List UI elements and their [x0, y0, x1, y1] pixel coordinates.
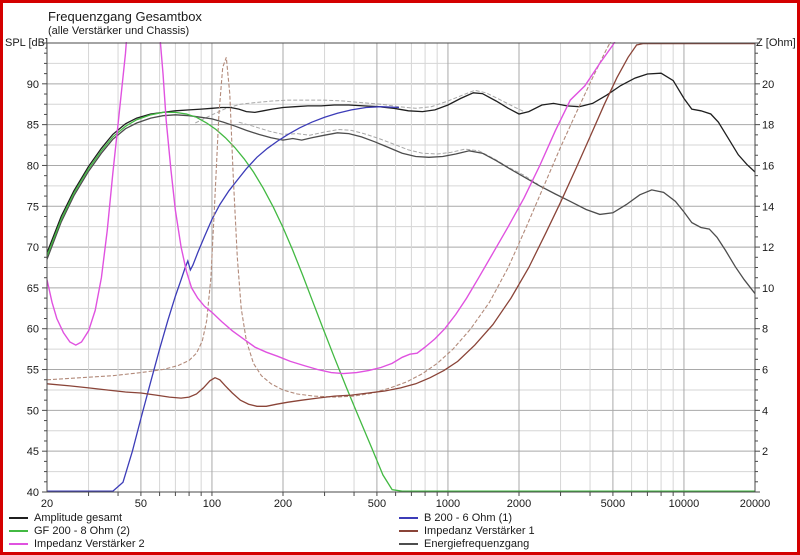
x-tick-label: 200 [274, 498, 292, 510]
legend-item: Energiefrequenzgang [399, 537, 535, 550]
legend-line-swatch [9, 529, 28, 532]
legend-column-2: B 200 - 6 Ohm (1) Impedanz Verstärker 1 En… [399, 511, 535, 550]
y-right-tick-label: 8 [762, 324, 768, 336]
legend-line-swatch [399, 529, 418, 532]
y-left-tick-label: 85 [27, 120, 39, 132]
series-gf200 [47, 111, 755, 492]
y-right-tick-label: 14 [762, 201, 774, 213]
y-right-tick-label: 18 [762, 120, 774, 132]
y-right-tick-label: 6 [762, 365, 768, 377]
series-amplitude-gesamt [47, 72, 755, 254]
gridlines [47, 43, 755, 492]
series-impedanz-dashed-companion [47, 42, 612, 398]
legend-item: Impedanz Verstärker 1 [399, 524, 535, 537]
y-left-tick-label: 40 [27, 487, 39, 499]
axis-tick-labels: 40 45 50 55 60 65 70 75 80 85 90 2 4 6 8 10 12 14 16 18 20 20… [27, 79, 775, 510]
chart-title: Frequenzgang Gesamtbox [48, 9, 202, 24]
legend-label: Energiefrequenzgang [424, 537, 530, 550]
y-left-tick-label: 70 [27, 242, 39, 254]
y-left-tick-label: 75 [27, 201, 39, 213]
x-tick-label: 50 [135, 498, 147, 510]
legend-line-swatch [9, 516, 28, 519]
series-impedanz-verstaerker-2 [47, 42, 616, 375]
y-right-tick-label: 12 [762, 242, 774, 254]
axis-ticks [42, 42, 760, 496]
x-tick-label: 500 [368, 498, 386, 510]
legend-item: Amplitude gesamt [9, 511, 145, 524]
y-right-tick-label: 20 [762, 79, 774, 91]
series-energiefrequenzgang [47, 114, 755, 294]
legend-line-swatch [399, 516, 418, 519]
series-group [47, 42, 755, 492]
x-tick-label: 2000 [507, 498, 531, 510]
y-left-tick-label: 90 [27, 79, 39, 91]
y-right-tick-label: 16 [762, 160, 774, 172]
y-right-tick-label: 10 [762, 283, 774, 295]
series-impedanz-verstaerker-1 [47, 42, 755, 407]
x-tick-label: 10000 [669, 498, 700, 510]
legend-label: B 200 - 6 Ohm (1) [424, 511, 513, 524]
x-tick-label: 20000 [740, 498, 771, 510]
legend-column-1: Amplitude gesamt GF 200 - 8 Ohm (2) Impeda… [9, 511, 145, 550]
legend-line-swatch [399, 542, 418, 545]
legend-line-swatch [9, 542, 28, 545]
series-b200 [47, 106, 400, 492]
legend-label: GF 200 - 8 Ohm (2) [34, 524, 130, 537]
series-amplitude-dashed-companion [195, 89, 525, 124]
chart-subtitle: (alle Verstärker und Chassis) [48, 25, 190, 37]
y-left-tick-label: 55 [27, 365, 39, 377]
x-tick-label: 1000 [436, 498, 460, 510]
legend-label: Impedanz Verstärker 1 [424, 524, 535, 537]
x-tick-label: 20 [41, 498, 53, 510]
y-right-tick-label: 4 [762, 405, 768, 417]
series-energie-dashed-companion [238, 121, 538, 185]
legend-item: B 200 - 6 Ohm (1) [399, 511, 535, 524]
y-right-axis-label: Z [Ohm] [756, 37, 796, 49]
y-left-tick-label: 50 [27, 405, 39, 417]
legend-label: Impedanz Verstärker 2 [34, 537, 145, 550]
y-left-tick-label: 65 [27, 283, 39, 295]
legend-item: GF 200 - 8 Ohm (2) [9, 524, 145, 537]
y-left-axis-label: SPL [dB] [5, 37, 49, 49]
y-left-tick-label: 80 [27, 160, 39, 172]
y-right-tick-label: 2 [762, 446, 768, 458]
y-left-tick-label: 45 [27, 446, 39, 458]
legend-label: Amplitude gesamt [34, 511, 123, 524]
x-tick-label: 5000 [601, 498, 625, 510]
y-left-tick-label: 60 [27, 324, 39, 336]
chart-plot: 40 45 50 55 60 65 70 75 80 85 90 2 4 6 8 10 12 14 16 18 20 20… [27, 42, 775, 510]
x-tick-label: 100 [203, 498, 221, 510]
legend-item: Impedanz Verstärker 2 [9, 537, 145, 550]
